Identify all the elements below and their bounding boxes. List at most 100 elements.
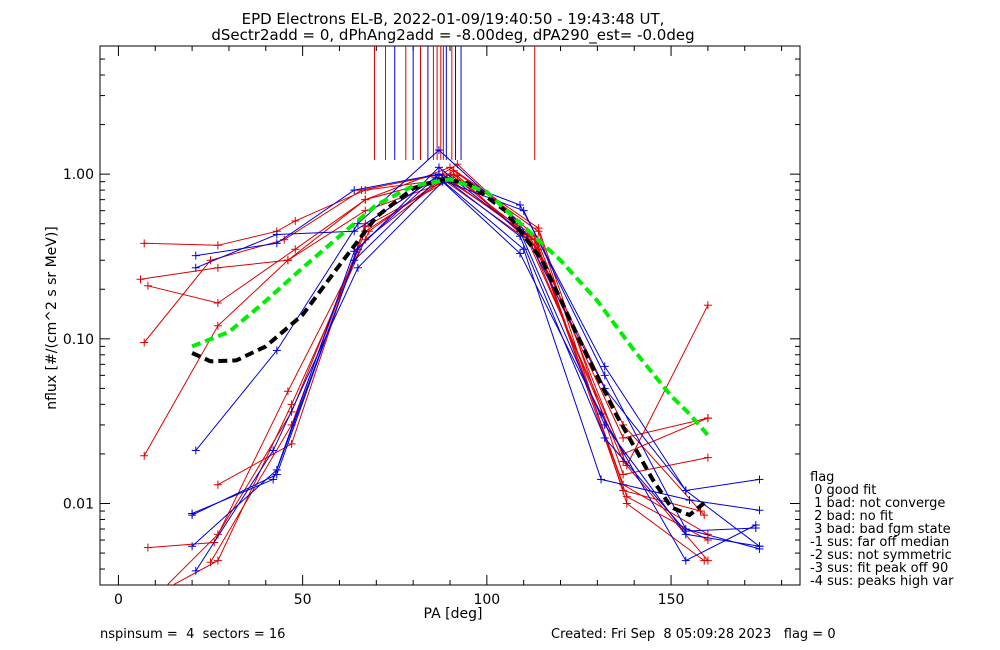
data-point-marker [703,301,712,310]
series-lines [136,146,764,599]
legend-title: flag [810,470,835,485]
data-point-marker [272,230,281,239]
data-point-marker [703,536,712,545]
data-point-marker [700,556,709,565]
data-point-marker [600,433,609,442]
data-point-marker [703,414,712,423]
y-axis-label: nflux [#/(cm^2 s sr MeV)] [44,226,60,410]
data-point-marker [188,542,197,551]
data-point-marker [283,387,292,396]
y-tick-label: 0.10 [63,332,94,348]
x-axis-label: PA [deg] [424,606,483,622]
data-point-marker [622,492,631,501]
data-point-marker [283,256,292,265]
data-point-marker [350,186,359,195]
data-point-marker [140,239,149,248]
spectrum-line [195,149,760,492]
data-point-marker [600,362,609,371]
data-point-marker [700,511,709,520]
data-point-marker [353,219,362,228]
data-point-marker [272,239,281,248]
data-point-marker [681,556,690,565]
legend-entry-0: 0 good fit [810,483,877,498]
data-point-marker [353,263,362,272]
data-point-marker [213,556,222,565]
data-point-marker [755,475,764,484]
data-point-marker [269,446,278,455]
data-point-marker [685,496,694,505]
x-tick-label: 150 [658,592,685,608]
data-point-marker [516,249,524,258]
median-fit-curve [191,177,710,437]
data-point-marker [353,245,362,254]
data-point-marker [136,275,145,284]
data-point-marker [206,558,215,567]
vertical-markers [373,46,536,160]
data-point-marker [213,299,222,308]
data-point-marker [291,216,300,225]
data-point-marker [151,591,159,599]
y-tick-label: 0.01 [63,497,94,513]
data-point-marker [619,470,628,479]
spectrum-line [191,166,760,547]
data-point-marker [213,321,222,330]
data-point-marker [751,524,760,533]
data-point-marker [357,186,366,195]
data-point-marker [213,480,222,489]
data-point-marker [188,509,197,518]
data-point-marker [434,170,443,179]
spectrum-line [166,173,709,585]
data-point-marker [703,453,712,462]
legend-entry-3: 3 bad: bad fgm state [810,522,951,537]
spectrum-line [195,173,760,547]
legend-entry-2: 2 bad: no fit [810,509,894,524]
data-point-marker [140,451,149,460]
data-point-marker [213,241,222,250]
data-point-marker [755,542,764,551]
legend-entry-1: 1 bad: not converge [810,496,946,511]
footer-created-info: Created: Fri Sep 8 05:09:28 2023 flag = … [551,627,836,642]
data-point-marker [597,409,606,418]
spectrum-line [210,174,705,563]
axes: 0 50 100 150 0.01 0.10 1.00 [63,45,801,608]
data-point-marker [434,163,443,172]
data-point-marker [755,506,764,515]
plot-title-line-1: EPD Electrons EL-B, 2022-01-09/19:40:50 … [242,10,665,28]
x-tick-label: 100 [473,592,500,608]
data-point-marker [361,195,370,204]
spectrum-line [171,170,705,585]
plot-title-line-2: dSectr2add = 0, dPhAng2add = -8.00deg, d… [211,26,694,45]
data-point-marker [287,439,296,448]
x-tick-label: 0 [114,592,123,608]
data-point-marker [453,171,462,180]
data-point-marker [269,475,278,484]
data-point-marker [681,527,690,536]
data-point-marker [516,200,524,209]
spectrum-line [191,177,760,547]
legend-entry-5: -2 sus: not symmetric [810,548,952,563]
legend-entry-6: -3 sus: fit peak off 90 [810,561,949,576]
data-point-marker [191,566,200,575]
spectrum-line [191,173,756,532]
mean-fit-curve [191,177,710,518]
data-point-marker [143,281,152,290]
data-point-marker [291,245,300,254]
spectrum-line [144,178,709,439]
legend-entry-7: -4 sus: peaks high var [810,574,954,589]
data-point-marker [534,227,543,236]
data-point-marker [519,245,528,254]
data-point-marker [600,371,609,380]
spectrum-line [147,173,701,549]
data-point-marker [449,170,458,179]
spectrum-line [195,181,757,572]
data-point-marker [191,251,200,260]
y-tick-label: 1.00 [63,167,94,183]
data-point-marker [434,146,443,155]
data-point-marker [191,263,200,272]
data-point-marker [597,475,606,484]
legend-entry-4: -1 sus: far off median [810,535,950,550]
data-point-marker [143,543,152,552]
spectrum-line [143,166,708,476]
